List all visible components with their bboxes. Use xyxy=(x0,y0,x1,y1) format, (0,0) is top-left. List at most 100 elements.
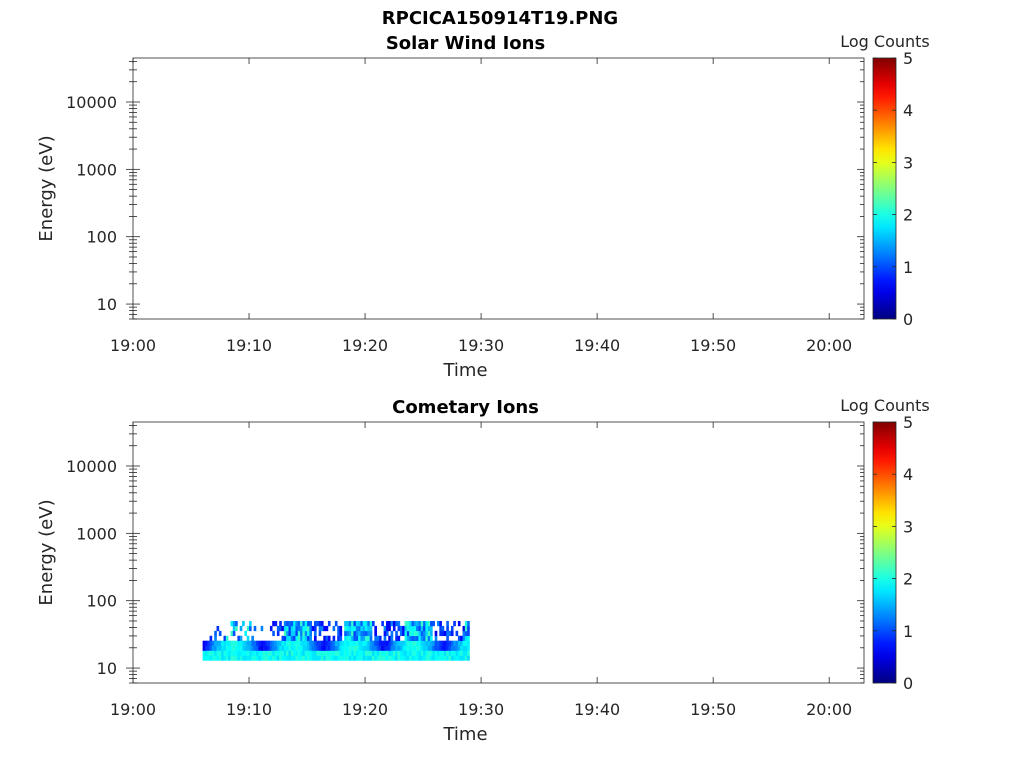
heatmap-cell xyxy=(441,645,445,651)
heatmap-cell xyxy=(237,655,241,661)
heatmap-cell xyxy=(302,625,306,632)
heatmap-cell xyxy=(334,650,338,656)
x-tick-label: 19:30 xyxy=(458,336,504,355)
heatmap-cell xyxy=(369,635,373,641)
heatmap-cell xyxy=(353,640,357,646)
heatmap-cell xyxy=(381,650,384,656)
heatmap-cell xyxy=(441,640,445,646)
heatmap-cell xyxy=(297,635,301,641)
y-tick-label: 10000 xyxy=(66,93,117,112)
heatmap-cell xyxy=(318,650,322,656)
heatmap-cell xyxy=(355,620,359,627)
heatmap-cell xyxy=(397,620,401,627)
heatmap-cell xyxy=(253,655,257,661)
heatmap-cell xyxy=(330,655,333,661)
heatmap-cell xyxy=(362,630,366,637)
heatmap-cell xyxy=(242,650,245,656)
heatmap-cell xyxy=(258,645,261,651)
heatmap-cell xyxy=(218,645,222,651)
heatmap-cell xyxy=(325,645,329,651)
heatmap-cell xyxy=(281,650,285,656)
heatmap-cell xyxy=(467,620,470,627)
heatmap-cell xyxy=(260,640,264,646)
heatmap-cell xyxy=(281,645,285,651)
heatmap-cell xyxy=(397,635,401,641)
heatmap-cell xyxy=(318,640,322,646)
heatmap-cell xyxy=(453,640,456,646)
heatmap-cell xyxy=(369,620,373,627)
y-tick-label: 10 xyxy=(97,659,117,678)
heatmap-cell xyxy=(260,650,264,656)
heatmap-cell xyxy=(307,655,310,661)
heatmap-cell xyxy=(239,655,243,661)
x-axis-label: Time xyxy=(442,360,487,381)
heatmap-cell xyxy=(395,630,398,637)
heatmap-cell xyxy=(441,625,445,632)
colorbar-tick-label: 4 xyxy=(903,465,913,484)
heatmap-cell xyxy=(232,625,236,632)
heatmap-cell xyxy=(406,645,410,651)
heatmap-cell xyxy=(221,655,224,661)
heatmap-cell xyxy=(367,655,371,661)
heatmap-cell xyxy=(346,640,350,646)
heatmap-cell xyxy=(448,645,452,651)
heatmap-cell xyxy=(214,640,217,646)
heatmap-cell xyxy=(351,625,354,632)
heatmap-cell xyxy=(355,655,359,661)
heatmap-cell xyxy=(251,645,254,651)
heatmap-cell xyxy=(253,625,257,632)
heatmap-cell xyxy=(367,620,371,627)
heatmap-cell xyxy=(346,620,350,627)
heatmap-cell xyxy=(239,650,243,656)
heatmap-cell xyxy=(304,655,308,661)
heatmap-cell xyxy=(318,625,322,632)
y-tick-label: 100 xyxy=(86,592,117,611)
heatmap-cell xyxy=(314,645,317,651)
heatmap-cell xyxy=(392,620,396,627)
heatmap-cell xyxy=(453,650,456,656)
heatmap-cell xyxy=(418,625,422,632)
heatmap-cell xyxy=(411,625,415,632)
heatmap-cell xyxy=(406,650,410,656)
heatmap-cell xyxy=(316,640,319,646)
heatmap-cell xyxy=(304,650,308,656)
heatmap-cell xyxy=(341,645,345,651)
heatmap-cell xyxy=(304,625,308,632)
heatmap-cell xyxy=(430,630,433,637)
heatmap-cell xyxy=(207,645,210,651)
heatmap-cell xyxy=(286,655,289,661)
heatmap-cell xyxy=(332,645,336,651)
heatmap-cell xyxy=(406,655,410,661)
heatmap-cell xyxy=(302,645,306,651)
heatmap-cell xyxy=(244,640,248,646)
heatmap-cell xyxy=(276,640,280,646)
heatmap-cell xyxy=(204,645,208,651)
heatmap-cell xyxy=(332,640,336,646)
heatmap-cell xyxy=(249,620,252,627)
heatmap-cell xyxy=(283,655,287,661)
heatmap-cell xyxy=(293,650,296,656)
heatmap-cell xyxy=(309,630,312,637)
heatmap-cell xyxy=(304,640,308,646)
heatmap-cell xyxy=(462,645,466,651)
heatmap-cell xyxy=(339,655,343,661)
heatmap-cell xyxy=(297,625,301,632)
heatmap-cell xyxy=(397,650,401,656)
heatmap-cell xyxy=(318,630,322,637)
heatmap-cell xyxy=(300,640,303,646)
heatmap-cell xyxy=(402,650,405,656)
figure-title: RPCICA150914T19.PNG xyxy=(382,8,618,29)
heatmap-cell xyxy=(420,650,424,656)
heatmap-cell xyxy=(409,640,412,646)
heatmap-cell xyxy=(446,620,449,627)
heatmap-cell xyxy=(307,640,310,646)
heatmap-cell xyxy=(221,645,224,651)
heatmap-cell xyxy=(211,650,215,656)
heatmap-cell xyxy=(406,640,410,646)
heatmap-cell xyxy=(427,645,431,651)
heatmap-cell xyxy=(267,655,271,661)
panel-title: Solar Wind Ions xyxy=(386,33,545,54)
heatmap-cell xyxy=(202,650,206,656)
heatmap-cell xyxy=(383,635,387,641)
